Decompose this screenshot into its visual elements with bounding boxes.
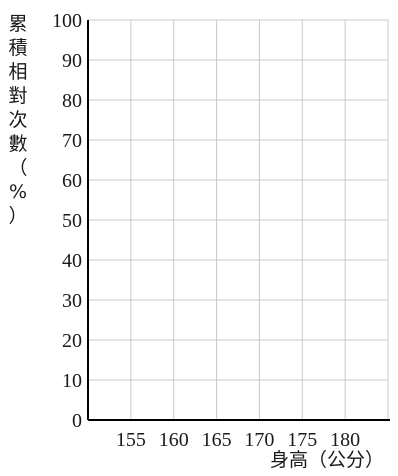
axes [87,20,390,421]
x-axis-title-text: 身高（公分） [270,449,384,471]
y-tick-label-60: 60 [62,170,82,192]
y-tick-label-50: 50 [62,210,82,232]
x-tick-label-160: 160 [159,429,189,451]
y-tick-label-10: 10 [62,370,82,392]
y-tick-label-0: 0 [72,410,82,432]
y-tick-label-80: 80 [62,90,82,112]
y-tick-label-90: 90 [62,50,82,72]
y-tick-labels: 0 10 20 30 40 50 60 70 80 90 100 [52,10,82,432]
y-tick-label-100: 100 [52,10,82,32]
y-tick-label-30: 30 [62,290,82,312]
x-tick-label-170: 170 [244,429,274,451]
x-tick-label-155: 155 [116,429,146,451]
x-tick-label-175: 175 [287,429,317,451]
x-axis-title: 身高（公分） [270,449,384,471]
x-tick-label-180: 180 [330,429,360,451]
y-axis-title: 累積相對次數（%） [8,13,27,227]
horizontal-grid-lines [88,19,388,381]
x-tick-labels: 155 160 165 170 175 180 [116,429,360,451]
y-tick-label-20: 20 [62,330,82,352]
y-tick-label-40: 40 [62,250,82,272]
y-tick-label-70: 70 [62,130,82,152]
x-tick-label-165: 165 [202,429,232,451]
y-axis-title-text: 累積相對次數（%） [8,13,27,227]
